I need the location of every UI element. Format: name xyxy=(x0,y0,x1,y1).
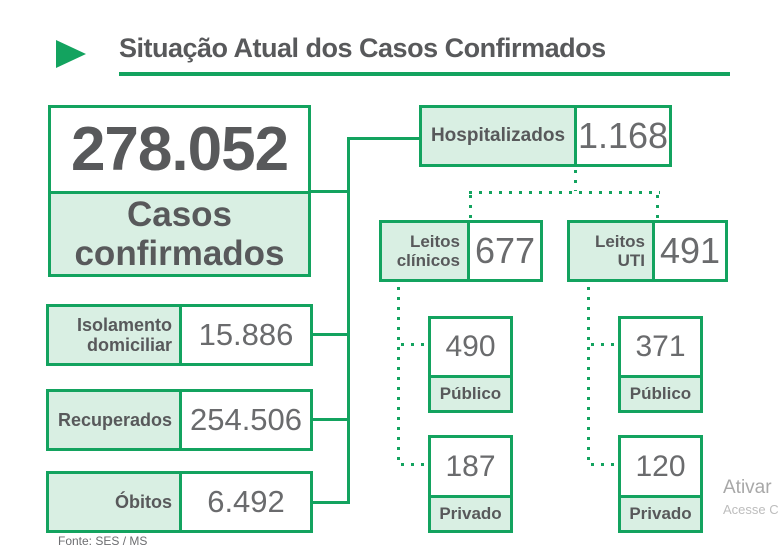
clinical-public-label: Público xyxy=(431,375,510,410)
hospitalized-label: Hospitalizados xyxy=(422,108,577,164)
recovered-label: Recuperados xyxy=(49,392,182,448)
icu-public-label: Público xyxy=(621,375,700,410)
connector-hospitalized-line xyxy=(350,137,419,140)
source-note: Fonte: SES / MS xyxy=(58,534,148,548)
icu-private-label: Privado xyxy=(621,495,700,530)
confirmed-cases-value: 278.052 xyxy=(70,115,289,184)
dotted-clinic-drop xyxy=(469,195,472,218)
clinical-private-box: 187 Privado xyxy=(428,435,513,533)
dotted-clinic-trunk xyxy=(397,287,400,466)
dotted-uti-drop xyxy=(656,195,659,218)
dotted-hospitalized-drop xyxy=(574,170,577,191)
clinical-public-box: 490 Público xyxy=(428,316,513,413)
dotted-uti-private-stub xyxy=(591,463,617,466)
play-triangle-icon xyxy=(56,40,86,68)
icu-public-value: 371 xyxy=(635,330,686,363)
deaths-box: Óbitos 6.492 xyxy=(46,471,313,533)
watermark-line2: Acesse C xyxy=(723,502,779,517)
home-isolation-value: 15.886 xyxy=(182,307,310,363)
hospitalized-value: 1.168 xyxy=(577,108,669,164)
dotted-clinic-public-stub xyxy=(401,343,427,346)
connector-confirmed-line xyxy=(311,190,347,193)
icu-beds-value: 491 xyxy=(655,223,725,279)
clinical-private-label: Privado xyxy=(431,495,510,530)
home-isolation-label: Isolamento domiciliar xyxy=(49,307,182,363)
deaths-value: 6.492 xyxy=(182,474,310,530)
clinical-beds-value: 677 xyxy=(470,223,540,279)
clinical-beds-box: Leitos clínicos 677 xyxy=(379,220,543,282)
connector-deaths-line xyxy=(313,501,347,504)
watermark-line1: Ativar xyxy=(723,477,772,498)
connector-recovered-line xyxy=(313,418,347,421)
home-isolation-box: Isolamento domiciliar 15.886 xyxy=(46,304,313,366)
icu-beds-label: Leitos UTI xyxy=(570,223,655,279)
icu-beds-box: Leitos UTI 491 xyxy=(567,220,728,282)
connector-isolation-line xyxy=(313,333,347,336)
icu-private-box: 120 Privado xyxy=(618,435,703,533)
title-underline xyxy=(119,72,730,76)
clinical-public-value: 490 xyxy=(445,330,496,363)
hospitalized-box: Hospitalizados 1.168 xyxy=(419,105,672,167)
icu-private-value: 120 xyxy=(635,449,686,483)
deaths-label: Óbitos xyxy=(49,474,182,530)
clinical-private-value: 187 xyxy=(445,449,496,483)
confirmed-cases-label: Casos confirmados xyxy=(51,191,308,274)
confirmed-cases-box: 278.052 Casos confirmados xyxy=(48,105,311,277)
icu-public-box: 371 Público xyxy=(618,316,703,413)
recovered-box: Recuperados 254.506 xyxy=(46,389,313,451)
windows-activation-watermark: Ativar Acesse C xyxy=(723,477,779,517)
connector-trunk-line xyxy=(347,137,350,504)
dotted-uti-public-stub xyxy=(591,343,617,346)
page-title: Situação Atual dos Casos Confirmados xyxy=(119,33,606,63)
clinical-beds-label: Leitos clínicos xyxy=(382,223,470,279)
dotted-uti-trunk xyxy=(587,287,590,466)
dotted-beds-crossbar xyxy=(469,191,660,194)
dotted-clinic-private-stub xyxy=(401,463,427,466)
recovered-value: 254.506 xyxy=(182,392,310,448)
